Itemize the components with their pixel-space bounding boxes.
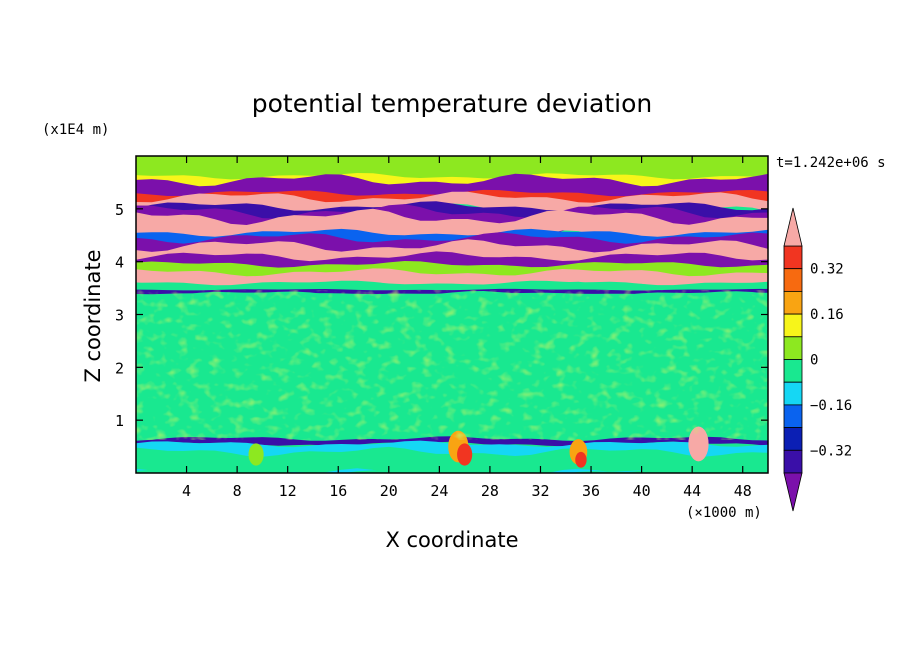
colorbar-min-arrow [783, 472, 803, 512]
y-axis: 1 2 3 4 5 [115, 201, 768, 430]
y-tick-label: 1 [115, 412, 124, 430]
x-tick-label: 20 [380, 482, 398, 500]
colorbar-segment [783, 245, 803, 270]
x-axis-label: X coordinate [385, 528, 518, 552]
x-tick-label: 44 [683, 482, 701, 500]
y-tick-label: 2 [115, 359, 124, 377]
x-tick-label: 36 [582, 482, 600, 500]
x-tick-label: 12 [279, 482, 297, 500]
x-tick-label: 28 [481, 482, 499, 500]
colorbar-label: 0.32 [810, 262, 844, 278]
x-tick-label: 16 [329, 482, 347, 500]
time-label: t=1.242e+06 s [776, 155, 886, 171]
colorbar-segment [783, 404, 803, 428]
colorbar-label: −0.16 [810, 398, 852, 414]
y-tick-label: 3 [115, 307, 124, 325]
y-axis-label: Z coordinate [81, 249, 105, 382]
chart-title: potential temperature deviation [252, 89, 652, 118]
x-tick-label: 8 [233, 482, 242, 500]
colorbar-segment [783, 268, 803, 292]
colorbar-segment [783, 290, 803, 315]
colorbar-max-arrow [783, 207, 803, 247]
x-tick-label: 32 [531, 482, 549, 500]
colorbar: 0.32 0.16 0 −0.16 −0.32 [783, 207, 852, 512]
colorbar-label: 0.16 [810, 307, 844, 323]
colorbar-segment [783, 313, 803, 338]
y-tick-label: 5 [115, 201, 124, 219]
colorbar-label: 0 [810, 353, 818, 369]
contour-field [136, 156, 768, 473]
x-unit-label: (×1000 m) [686, 505, 762, 521]
colorbar-segment [783, 449, 803, 474]
x-axis: 4 8 12 16 20 24 28 32 36 40 44 48 [182, 156, 752, 500]
y-unit-label: (x1E4 m) [42, 122, 109, 138]
colorbar-label: −0.32 [810, 443, 852, 459]
x-tick-label: 48 [734, 482, 752, 500]
colorbar-segment [783, 336, 803, 360]
colorbar-segment [783, 381, 803, 406]
y-tick-label: 4 [115, 254, 124, 272]
x-tick-label: 4 [182, 482, 191, 500]
x-tick-label: 24 [430, 482, 448, 500]
x-tick-label: 40 [633, 482, 651, 500]
colorbar-segment [783, 359, 803, 383]
colorbar-segment [783, 427, 803, 451]
